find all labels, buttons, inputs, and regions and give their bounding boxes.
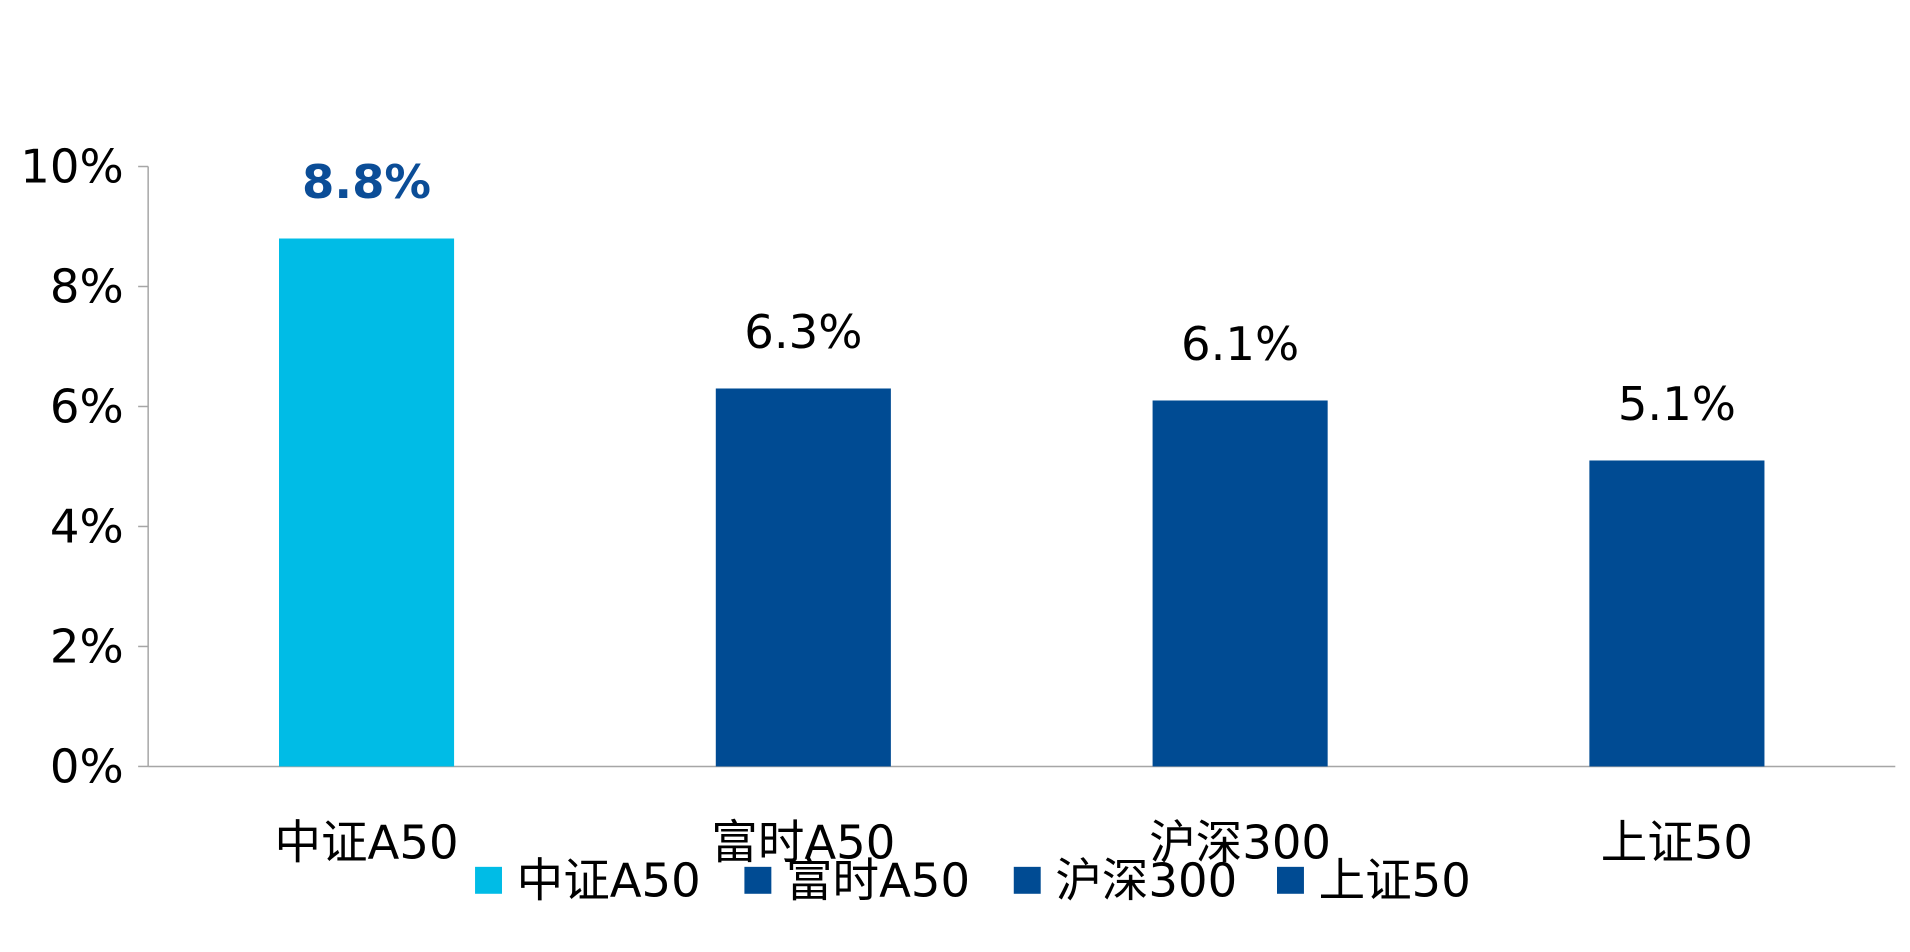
bar xyxy=(715,388,891,767)
y-tick-label: 6% xyxy=(50,379,124,433)
bar xyxy=(1152,400,1328,767)
x-tick-label: 上证50 xyxy=(1601,815,1753,869)
x-tick-label: 沪深300 xyxy=(1149,815,1331,869)
x-tick-label: 中证A50 xyxy=(275,815,459,869)
data-labels: 8.8% 6.3% 6.1% 5.1% xyxy=(302,155,1736,431)
legend: 中证A50 富时A50 沪深300 上证50 xyxy=(475,853,1471,907)
legend-swatch xyxy=(475,866,502,894)
bar-value-label: 5.1% xyxy=(1618,377,1736,431)
bar xyxy=(279,238,455,767)
bar-value-label: 6.3% xyxy=(744,305,862,359)
legend-label: 沪深300 xyxy=(1055,853,1237,907)
bar-value-label: 6.1% xyxy=(1181,317,1299,371)
x-tick-label: 富时A50 xyxy=(711,815,895,869)
y-tick-label: 10% xyxy=(20,140,123,194)
y-tick-label: 0% xyxy=(50,739,124,793)
y-tick-label: 2% xyxy=(50,619,124,673)
legend-label: 上证50 xyxy=(1319,853,1471,907)
legend-swatch xyxy=(744,866,772,894)
y-tick-label: 4% xyxy=(50,499,124,553)
bar xyxy=(1589,460,1765,767)
x-tick-labels: 中证A50 富时A50 沪深300 上证50 xyxy=(275,815,1754,869)
legend-swatch xyxy=(1277,866,1304,894)
bar-value-label: 8.8% xyxy=(302,155,431,209)
bars xyxy=(279,238,1765,767)
legend-swatch xyxy=(1013,866,1041,894)
legend-label: 中证A50 xyxy=(517,853,701,907)
y-tick-label: 8% xyxy=(50,260,124,314)
axes: 0% 2% 4% 6% 8% 10% xyxy=(20,140,1896,793)
legend-label: 富时A50 xyxy=(786,853,970,907)
